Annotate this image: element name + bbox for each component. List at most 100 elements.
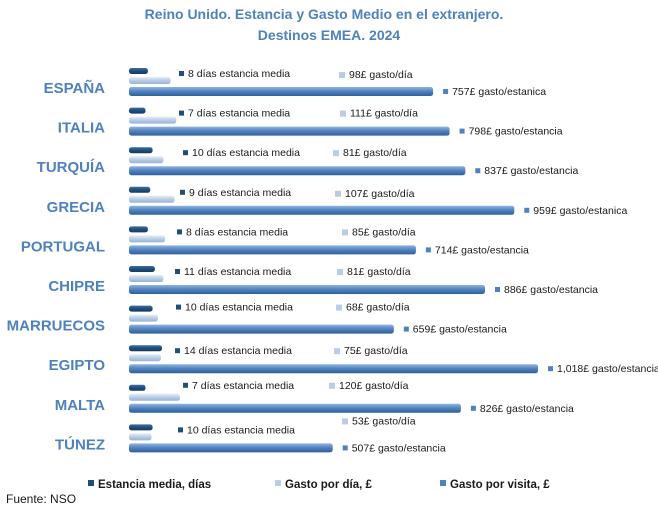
label-marker bbox=[339, 72, 345, 78]
label-marker bbox=[180, 189, 185, 195]
data-label-estancia: 9 días estancia media bbox=[189, 187, 291, 199]
data-label-gasto-dia: 53£ gasto/día bbox=[352, 415, 416, 427]
bar-estancia-dias bbox=[129, 226, 148, 233]
bar-gasto-dia bbox=[129, 77, 171, 84]
category-label: GRECIA bbox=[47, 199, 106, 216]
bar-gasto-dia bbox=[129, 116, 177, 124]
data-label-estancia: 7 días estancia media bbox=[192, 380, 294, 392]
label-marker bbox=[177, 229, 182, 235]
bar-estancia-dias bbox=[129, 345, 162, 352]
data-label-estancia: 8 días estancia media bbox=[188, 68, 290, 80]
legend-label: Gasto por día, £ bbox=[285, 479, 373, 491]
data-label-gasto-visita: 714£ gasto/estancia bbox=[435, 244, 529, 256]
label-marker bbox=[443, 89, 449, 94]
label-marker bbox=[336, 304, 342, 311]
bar-gasto-dia bbox=[129, 195, 175, 203]
bar-estancia-dias bbox=[129, 186, 151, 193]
label-marker bbox=[470, 405, 476, 411]
category-label: TURQUÍA bbox=[37, 159, 105, 176]
bar-estancia-dias bbox=[129, 305, 153, 312]
label-marker bbox=[178, 427, 183, 433]
bar-gasto-dia bbox=[129, 314, 158, 322]
label-marker bbox=[334, 348, 340, 355]
label-marker bbox=[337, 269, 343, 275]
bar-gasto-visita bbox=[129, 324, 394, 334]
bar-gasto-visita bbox=[129, 126, 450, 136]
category-label: CHIPRE bbox=[48, 278, 105, 295]
data-label-estancia: 10 días estancia media bbox=[187, 424, 295, 436]
data-label-gasto-visita: 826£ gasto/estancia bbox=[480, 403, 574, 415]
legend: Estancia media, días Gasto por día, £ Gast… bbox=[88, 479, 550, 491]
label-marker bbox=[475, 168, 481, 174]
legend-label: Estancia media, días bbox=[98, 479, 211, 491]
data-label-gasto-visita: 798£ gasto/estancia bbox=[469, 126, 563, 138]
legend-swatch bbox=[440, 480, 446, 486]
category-label: ESPAÑA bbox=[44, 79, 106, 97]
label-marker bbox=[176, 304, 181, 310]
legend-swatch bbox=[88, 480, 94, 486]
category-label: EGIPTO bbox=[49, 357, 106, 374]
source-note: Fuente: NSO bbox=[6, 492, 76, 506]
data-label-estancia: 7 días estancia media bbox=[188, 108, 290, 120]
label-marker bbox=[340, 110, 346, 117]
label-marker bbox=[175, 269, 180, 274]
bar-estancia-dias bbox=[129, 147, 153, 154]
data-label-gasto-visita: 837£ gasto/estancia bbox=[484, 165, 578, 177]
label-marker bbox=[425, 247, 431, 253]
bar-gasto-dia bbox=[129, 433, 152, 441]
data-label-gasto-dia: 81£ gasto/día bbox=[343, 147, 407, 159]
label-marker bbox=[335, 190, 341, 197]
data-label-gasto-dia: 75£ gasto/día bbox=[344, 345, 408, 357]
bar-gasto-visita bbox=[129, 245, 416, 255]
bar-gasto-dia bbox=[129, 354, 161, 362]
data-label-gasto-dia: 68£ gasto/día bbox=[346, 302, 410, 314]
bar-gasto-visita bbox=[129, 443, 333, 453]
label-marker bbox=[333, 150, 339, 157]
category-label: PORTUGAL bbox=[21, 238, 105, 255]
data-label-gasto-visita: 757£ gasto/estanica bbox=[452, 86, 546, 98]
label-marker bbox=[342, 229, 348, 236]
bar-gasto-visita bbox=[129, 364, 538, 374]
legend-label: Gasto por visita, £ bbox=[450, 479, 550, 491]
data-label-gasto-visita: 959£ gasto/estanica bbox=[533, 205, 627, 217]
bar-estancia-dias bbox=[129, 424, 153, 431]
data-label-gasto-dia: 85£ gasto/día bbox=[352, 226, 416, 238]
label-marker bbox=[179, 110, 184, 116]
data-label-estancia: 14 días estancia media bbox=[184, 345, 292, 357]
bar-estancia-dias bbox=[129, 384, 146, 391]
plot-area: ESPAÑA 8 días estancia media 98£ gasto/día… bbox=[7, 68, 658, 454]
bar-gasto-visita bbox=[129, 166, 466, 176]
bar-estancia-dias bbox=[129, 266, 155, 272]
data-label-gasto-visita: 1,018£ gasto/estancia bbox=[557, 363, 658, 375]
data-label-estancia: 11 días estancia media bbox=[184, 266, 291, 278]
data-label-gasto-dia: 120£ gasto/día bbox=[339, 380, 409, 392]
category-label: TÚNEZ bbox=[55, 435, 105, 453]
chart-subtitle: Destinos EMEA. 2024 bbox=[258, 27, 401, 43]
label-marker bbox=[179, 71, 184, 76]
bar-gasto-dia bbox=[129, 235, 166, 243]
label-marker bbox=[342, 445, 348, 451]
data-label-gasto-dia: 111£ gasto/día bbox=[350, 108, 418, 120]
category-label: ITALIA bbox=[58, 120, 105, 137]
data-label-gasto-visita: 886£ gasto/estancia bbox=[504, 284, 598, 296]
data-label-estancia: 10 días estancia media bbox=[185, 302, 293, 314]
bar-estancia-dias bbox=[129, 107, 146, 114]
label-marker bbox=[495, 287, 500, 292]
category-label: MARRUECOS bbox=[7, 318, 105, 335]
data-label-gasto-dia: 98£ gasto/día bbox=[349, 69, 413, 81]
data-label-gasto-visita: 659£ gasto/estancia bbox=[413, 324, 507, 336]
bar-gasto-visita bbox=[129, 87, 434, 96]
label-marker bbox=[548, 366, 553, 372]
label-marker bbox=[342, 418, 348, 425]
label-marker bbox=[183, 382, 188, 388]
bar-gasto-visita bbox=[129, 285, 485, 294]
data-label-gasto-dia: 107£ gasto/día bbox=[345, 188, 415, 200]
bar-gasto-dia bbox=[129, 275, 164, 282]
label-marker bbox=[175, 348, 180, 354]
label-marker bbox=[524, 207, 530, 213]
bar-gasto-dia bbox=[129, 156, 164, 164]
label-marker bbox=[329, 382, 335, 389]
bar-gasto-dia bbox=[129, 393, 180, 401]
label-marker bbox=[459, 128, 465, 134]
